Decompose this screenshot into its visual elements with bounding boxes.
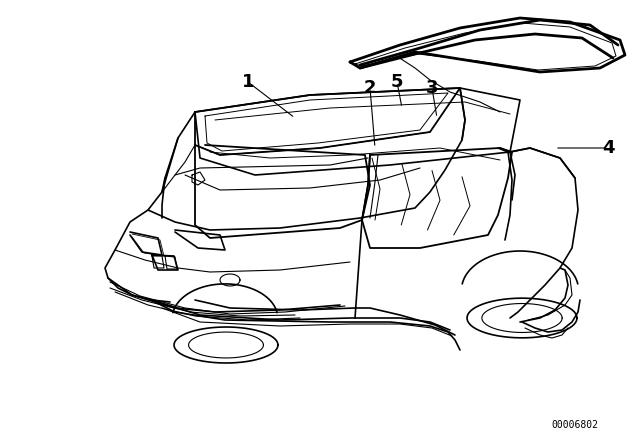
Text: 3: 3 [426,79,438,97]
Text: 1: 1 [242,73,254,91]
Text: 00006802: 00006802 [552,420,598,430]
Text: 2: 2 [364,79,376,97]
Text: 4: 4 [602,139,614,157]
Text: 5: 5 [391,73,403,91]
